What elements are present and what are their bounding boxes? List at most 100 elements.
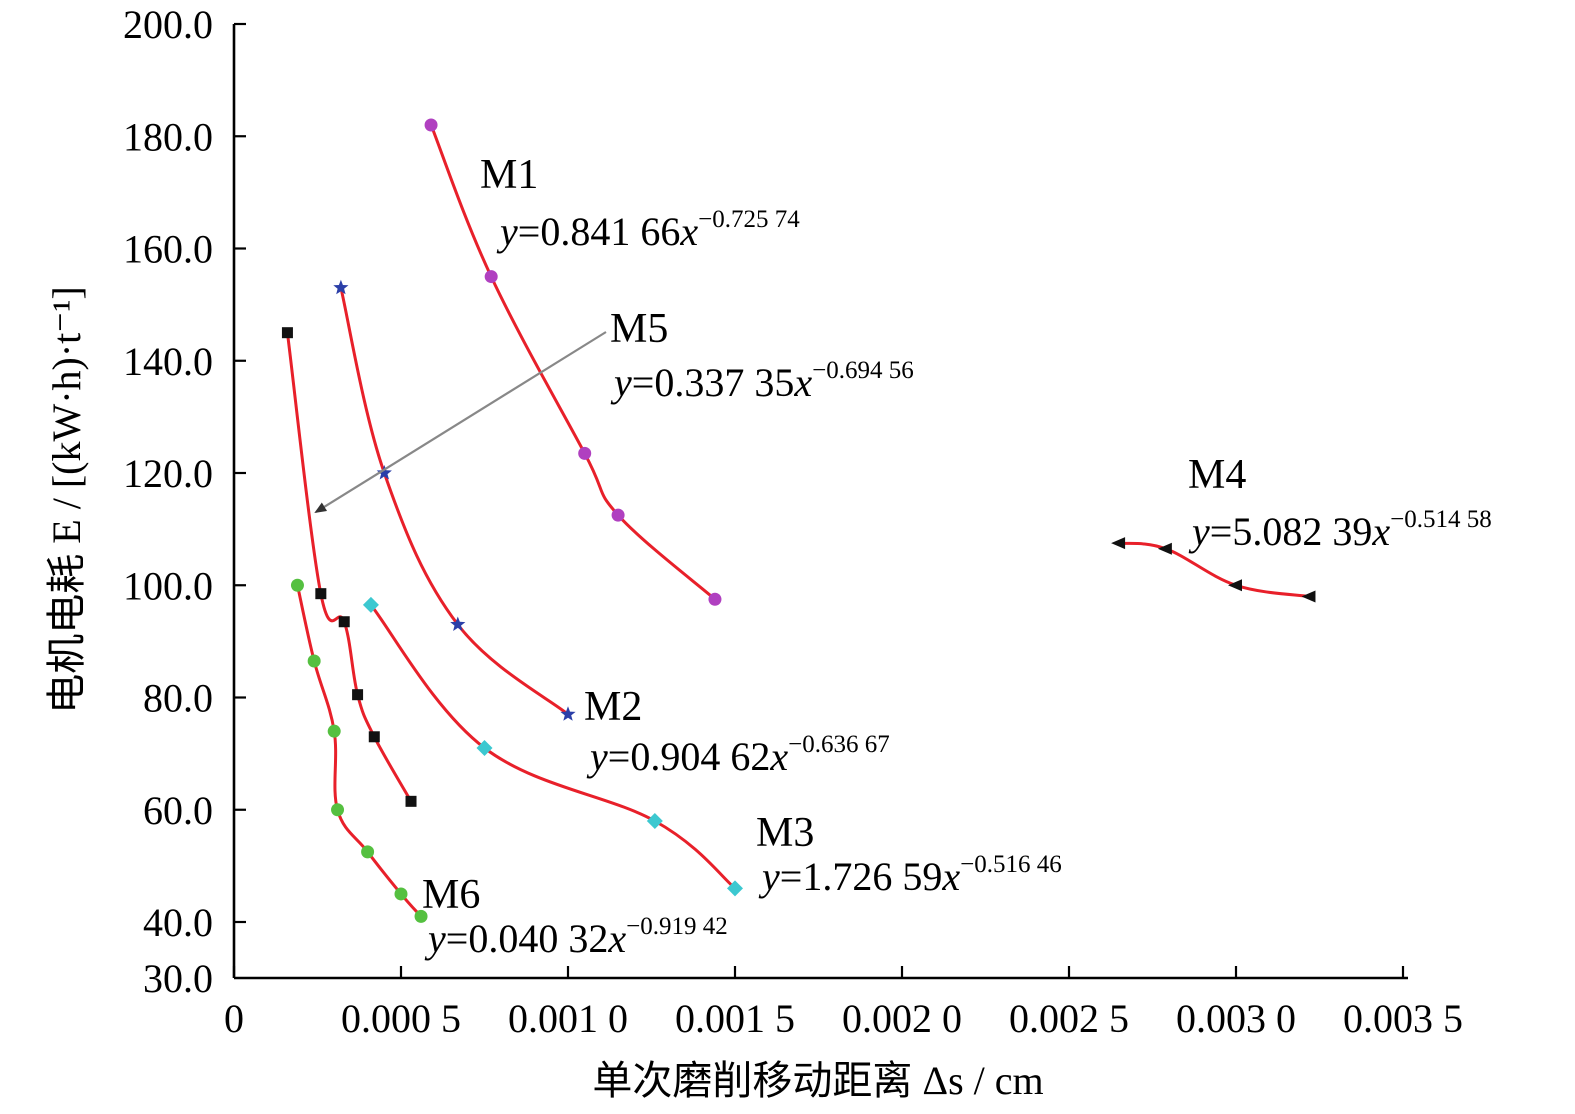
y-tick-label: 200.0 (123, 2, 213, 47)
x-tick-label: 0 (224, 996, 244, 1041)
data-point-m2 (560, 706, 576, 721)
y-tick-label: 60.0 (143, 788, 213, 833)
y-tick-label: 140.0 (123, 339, 213, 384)
y-ticks: 30.0 40.0 60.0 80.0 100.0 120.0 140.0 160.0 180.… (123, 2, 246, 1001)
data-point-m4 (1157, 542, 1172, 555)
data-point-m3 (646, 812, 663, 829)
x-tick-label: 0.003 5 (1343, 996, 1463, 1041)
data-point-m6 (331, 803, 345, 817)
data-point-m6 (327, 724, 341, 738)
equation-exponent: −0.694 56 (812, 357, 914, 384)
series-label-m1: M1 (480, 152, 538, 198)
equation-y: y (424, 916, 446, 961)
x-tick-label: 0.001 5 (675, 996, 795, 1041)
data-point-m6 (307, 654, 321, 668)
data-point-m5 (338, 616, 350, 628)
equation-m2: y=0.904 62x−0.636 67 (586, 731, 890, 779)
equation-y: y (586, 734, 608, 779)
equation-x: x (679, 209, 698, 254)
data-point-m1 (611, 508, 625, 522)
equation-coefficient: =5.082 39 (1210, 509, 1373, 554)
fit-curves (285, 124, 1310, 918)
data-point-m6 (361, 845, 375, 859)
equation-m6: y=0.040 32x−0.919 42 (424, 913, 728, 961)
equation-coefficient: =0.841 66 (518, 209, 681, 254)
equation-y: y (496, 209, 518, 254)
equation-exponent: −0.516 46 (960, 851, 1062, 878)
y-tick-label: 180.0 (123, 114, 213, 159)
fit-curve-m3 (369, 603, 736, 890)
fit-curve-m1 (429, 124, 716, 601)
data-point-m1 (578, 446, 592, 460)
equation-coefficient: =1.726 59 (780, 854, 943, 899)
equation-m1: y=0.841 66x−0.725 74 (496, 206, 800, 254)
fit-curve-m5 (285, 332, 413, 803)
y-tick-label: 160.0 (123, 227, 213, 272)
equation-x: x (607, 916, 626, 961)
data-point-m1 (708, 592, 722, 606)
equation-exponent: −0.636 67 (788, 731, 890, 758)
equation-coefficient: =0.040 32 (446, 916, 609, 961)
equation-exponent: −0.514 58 (1390, 506, 1492, 533)
data-point-m1 (424, 118, 438, 132)
data-point-m1 (484, 270, 498, 284)
x-tick-label: 0.000 5 (341, 996, 461, 1041)
data-point-m4 (1228, 579, 1242, 592)
series-label-m3: M3 (756, 810, 814, 856)
data-point-m5 (315, 588, 327, 600)
series-label-m4: M4 (1188, 452, 1246, 498)
y-tick-label: 30.0 (143, 956, 213, 1001)
equation-m3: y=1.726 59x−0.516 46 (758, 851, 1062, 899)
data-point-m3 (476, 740, 493, 757)
equation-x: x (793, 360, 812, 405)
equation-y: y (1188, 509, 1210, 554)
data-point-m2 (376, 465, 392, 480)
data-point-m3 (727, 880, 743, 897)
x-axis-title: 单次磨削移动距离 Δs / cm (592, 1058, 1043, 1103)
series-label-m2: M2 (584, 684, 642, 730)
equation-coefficient: =0.904 62 (608, 734, 771, 779)
fit-curve-m2 (339, 287, 569, 716)
x-tick-label: 0.003 0 (1176, 996, 1296, 1041)
data-point-m3 (362, 596, 379, 613)
axes (232, 24, 1408, 980)
data-point-m6 (290, 578, 304, 592)
equation-y: y (758, 854, 780, 899)
fit-curve-m6 (296, 584, 423, 918)
series-label-m5: M5 (610, 306, 668, 352)
equation-m4: y=5.082 39x−0.514 58 (1188, 506, 1492, 554)
equation-exponent: −0.919 42 (626, 913, 728, 940)
data-points (281, 118, 1316, 923)
x-ticks: 0 0.000 5 0.001 0 0.001 5 0.002 0 0.002 5 0.00… (224, 966, 1463, 1041)
data-point-m5 (405, 795, 417, 807)
equation-x: x (941, 854, 960, 899)
data-point-m2 (450, 616, 466, 631)
m5-pointer-arrow (314, 331, 607, 514)
equation-m5: y=0.337 35x−0.694 56 (610, 357, 914, 405)
y-axis-title: 电机电耗 E / [(kW·h)·t⁻¹] (44, 286, 89, 713)
y-tick-label: 80.0 (143, 676, 213, 721)
data-point-m4 (1111, 537, 1126, 550)
data-point-m6 (394, 887, 408, 901)
data-point-m5 (352, 689, 364, 701)
equation-x: x (769, 734, 788, 779)
data-point-m2 (333, 279, 349, 295)
y-tick-label: 120.0 (123, 451, 213, 496)
fit-curve-m4 (1118, 541, 1310, 598)
series-label-m6: M6 (422, 872, 480, 918)
equation-coefficient: =0.337 35 (632, 360, 795, 405)
data-point-m5 (368, 731, 380, 743)
y-tick-label: 100.0 (123, 563, 213, 608)
x-tick-label: 0.002 5 (1009, 996, 1129, 1041)
y-tick-label: 40.0 (143, 900, 213, 945)
equation-y: y (610, 360, 632, 405)
x-tick-label: 0.001 0 (508, 996, 628, 1041)
data-point-m6 (414, 909, 428, 923)
equation-exponent: −0.725 74 (698, 206, 800, 233)
data-point-m4 (1301, 590, 1316, 603)
data-point-m5 (281, 327, 293, 339)
equation-x: x (1371, 509, 1390, 554)
x-tick-label: 0.002 0 (842, 996, 962, 1041)
